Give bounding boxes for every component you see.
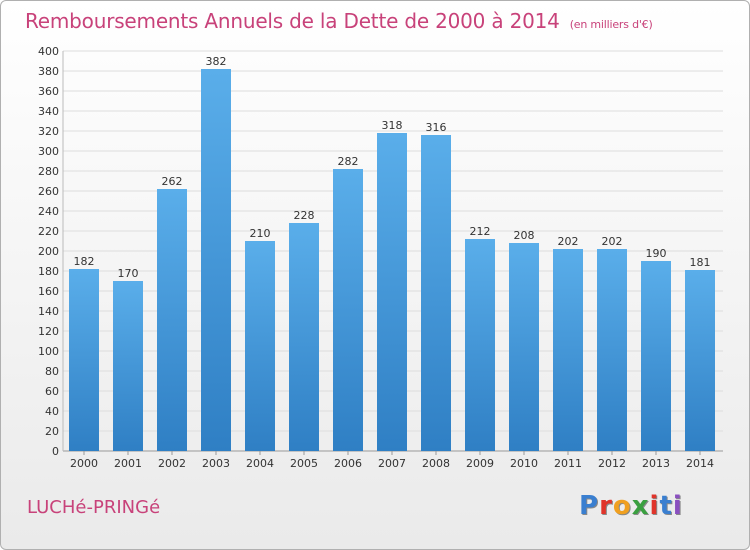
data-label-2007: 318 [382, 119, 403, 132]
data-label-2014: 181 [690, 256, 711, 269]
x-tick-label-2008: 2008 [422, 457, 450, 470]
x-tick-label-2001: 2001 [114, 457, 142, 470]
logo-letter: t [659, 491, 673, 521]
logo-letter: i [649, 491, 660, 521]
chart-title: Remboursements Annuels de la Dette de 20… [25, 9, 653, 33]
y-tick-label: 140 [38, 305, 59, 318]
logo-letter: o [612, 491, 632, 521]
x-tick-label-2006: 2006 [334, 457, 362, 470]
y-tick-label: 300 [38, 145, 59, 158]
logo-letter: P [579, 491, 600, 521]
bar-2014 [685, 270, 715, 451]
bar-2003 [201, 69, 231, 451]
y-tick-label: 40 [45, 405, 59, 418]
y-tick-label: 180 [38, 265, 59, 278]
y-tick-label: 80 [45, 365, 59, 378]
bar-2007 [377, 133, 407, 451]
x-tick-label-2010: 2010 [510, 457, 538, 470]
data-label-2003: 382 [206, 55, 227, 68]
y-tick-label: 100 [38, 345, 59, 358]
y-tick-label: 200 [38, 245, 59, 258]
data-label-2009: 212 [470, 225, 491, 238]
y-tick-label: 240 [38, 205, 59, 218]
proxiti-logo[interactable]: Proxiti [579, 491, 683, 521]
commune-name: LUCHé-PRINGé [27, 497, 161, 518]
data-label-2004: 210 [250, 227, 271, 240]
bar-2011 [553, 249, 583, 451]
logo-letter: x [631, 491, 650, 521]
data-label-2005: 228 [294, 209, 315, 222]
logo-letter: i [672, 491, 683, 521]
bar-2004 [245, 241, 275, 451]
logo-letter: r [599, 491, 613, 521]
x-tick-label-2004: 2004 [246, 457, 274, 470]
data-label-2001: 170 [118, 267, 139, 280]
x-tick-label-2013: 2013 [642, 457, 670, 470]
bar-2006 [333, 169, 363, 451]
bars: 182 170 262 382 210 228 282 318 316 212 208 202 202 1… [69, 55, 715, 451]
bar-2012 [597, 249, 627, 451]
x-tick-label-2000: 2000 [70, 457, 98, 470]
data-label-2002: 262 [162, 175, 183, 188]
y-tick-label: 60 [45, 385, 59, 398]
y-tick-label: 380 [38, 65, 59, 78]
y-tick-label: 120 [38, 325, 59, 338]
data-label-2013: 190 [646, 247, 667, 260]
y-tick-label: 280 [38, 165, 59, 178]
x-tick-label-2002: 2002 [158, 457, 186, 470]
y-tick-labels: 0 20 40 60 80 100 120 140 160 180 200 220 240 260 280 3… [38, 45, 59, 458]
bar-2002 [157, 189, 187, 451]
x-tick-label-2014: 2014 [686, 457, 714, 470]
y-tick-label: 20 [45, 425, 59, 438]
bar-2010 [509, 243, 539, 451]
y-tick-label: 0 [52, 445, 59, 458]
y-tick-label: 220 [38, 225, 59, 238]
chart-title-text: Remboursements Annuels de la Dette de 20… [25, 9, 560, 33]
y-tick-label: 400 [38, 45, 59, 58]
y-tick-label: 320 [38, 125, 59, 138]
x-tick-label-2007: 2007 [378, 457, 406, 470]
x-tick-labels: 2000 2001 2002 2003 2004 2005 2006 2007 2008 2009… [70, 451, 714, 470]
data-label-2008: 316 [426, 121, 447, 134]
x-tick-label-2003: 2003 [202, 457, 230, 470]
x-tick-label-2011: 2011 [554, 457, 582, 470]
y-tick-label: 360 [38, 85, 59, 98]
data-label-2000: 182 [74, 255, 95, 268]
data-label-2006: 282 [338, 155, 359, 168]
x-tick-label-2012: 2012 [598, 457, 626, 470]
chart-subtitle: (en milliers d'€) [569, 18, 653, 31]
y-tick-label: 260 [38, 185, 59, 198]
bar-2008 [421, 135, 451, 451]
bar-2009 [465, 239, 495, 451]
x-tick-label-2005: 2005 [290, 457, 318, 470]
y-tick-label: 340 [38, 105, 59, 118]
data-label-2012: 202 [602, 235, 623, 248]
data-label-2011: 202 [558, 235, 579, 248]
y-tick-label: 160 [38, 285, 59, 298]
bar-2001 [113, 281, 143, 451]
bar-2013 [641, 261, 671, 451]
data-label-2010: 208 [514, 229, 535, 242]
bar-2000 [69, 269, 99, 451]
bar-2005 [289, 223, 319, 451]
x-tick-label-2009: 2009 [466, 457, 494, 470]
